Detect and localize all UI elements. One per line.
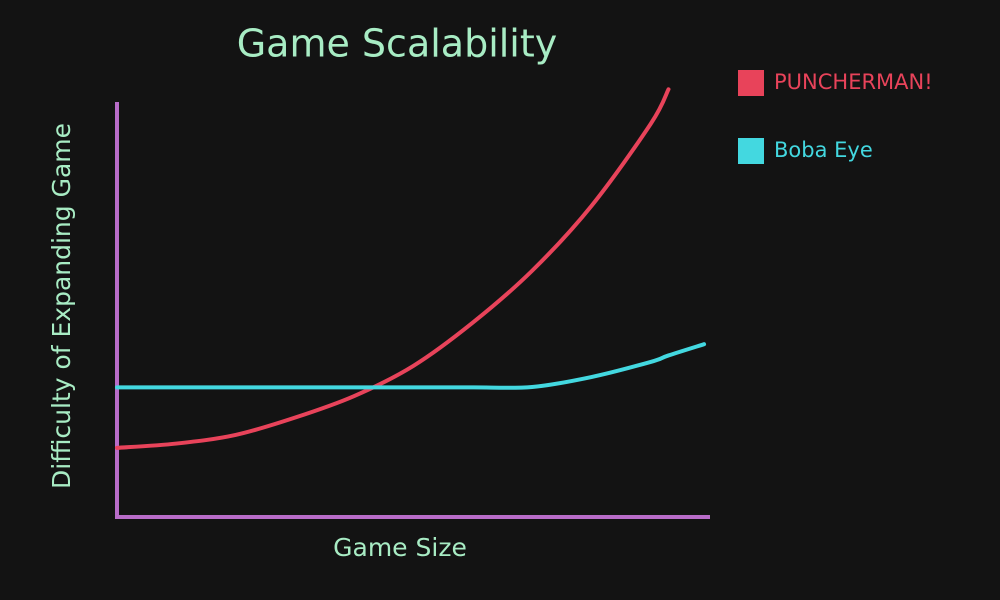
chart-title: Game Scalability bbox=[237, 22, 558, 66]
y-axis-label: Difficulty of Expanding Game bbox=[47, 123, 76, 489]
legend-label: Boba Eye bbox=[774, 138, 873, 162]
legend-swatch bbox=[738, 138, 764, 164]
legend-label: PUNCHERMAN! bbox=[774, 70, 933, 94]
line bbox=[115, 87, 671, 450]
x-axis-label: Game Size bbox=[333, 533, 467, 562]
legend-swatch bbox=[738, 70, 764, 96]
line bbox=[115, 342, 707, 390]
